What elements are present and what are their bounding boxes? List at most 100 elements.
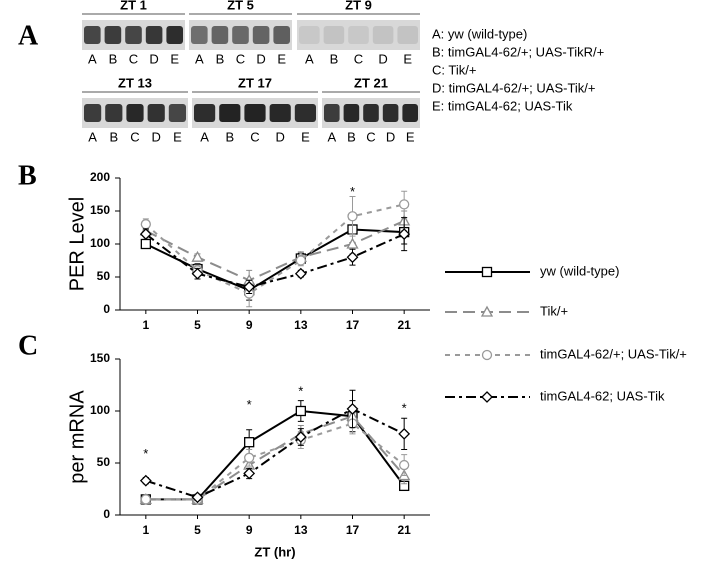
marker: [191, 250, 204, 262]
blot-band: [126, 104, 144, 122]
lane-label: E: [173, 129, 182, 144]
x-tick-label: 21: [397, 318, 411, 332]
lane-label: E: [277, 51, 286, 66]
panel-label: C: [18, 330, 38, 361]
blot-band: [397, 26, 418, 44]
marker: [294, 431, 307, 443]
panel-label: A: [18, 20, 39, 51]
lane-label: C: [129, 51, 138, 66]
lane-label: E: [403, 51, 412, 66]
x-tick-label: 1: [142, 318, 149, 332]
lane-label: E: [170, 51, 179, 66]
zt-label: ZT 5: [227, 0, 254, 12]
blot-band: [84, 26, 101, 44]
marker: [140, 238, 151, 250]
blot-band: [105, 104, 123, 122]
lane-label: B: [225, 129, 234, 144]
lane-label: A: [195, 51, 204, 66]
lane-label: D: [386, 129, 395, 144]
blot-band: [84, 104, 102, 122]
blot-band: [363, 104, 379, 122]
blot-band: [244, 104, 266, 122]
marker: [346, 237, 359, 249]
blot-key: E: timGAL4-62; UAS-Tik: [432, 98, 573, 113]
blot-band: [252, 26, 270, 44]
lane-label: C: [366, 129, 375, 144]
blot-key: C: Tik/+: [432, 62, 476, 77]
marker: [481, 391, 493, 403]
lane-label: E: [301, 129, 310, 144]
significance: *: [247, 397, 252, 412]
marker: [191, 491, 204, 504]
y-tick-label: 150: [90, 203, 110, 217]
blot-band: [348, 26, 369, 44]
blot-band: [211, 26, 229, 44]
marker: [243, 467, 256, 480]
series-line: [145, 203, 405, 295]
marker: [295, 405, 306, 417]
lane-label: D: [256, 51, 265, 66]
y-tick-label: 0: [103, 507, 110, 521]
significance: *: [402, 400, 407, 415]
series-line: [145, 228, 405, 292]
y-tick-label: 50: [97, 269, 111, 283]
blot-band: [104, 26, 122, 44]
blot-band: [145, 26, 163, 44]
zt-label: ZT 17: [238, 75, 272, 90]
y-tick-label: 100: [90, 236, 110, 250]
blot-key: A: yw (wild-type): [432, 26, 527, 41]
x-tick-label: 9: [246, 318, 253, 332]
blot-band: [323, 26, 345, 44]
series-line: [145, 422, 405, 501]
lane-label: D: [276, 129, 285, 144]
series-line: [145, 407, 405, 499]
blot-band: [294, 104, 316, 122]
blot-band: [232, 26, 249, 44]
blot-band: [191, 26, 208, 44]
blot-band: [269, 104, 291, 122]
y-tick-label: 0: [103, 302, 110, 316]
blot-band: [299, 26, 320, 44]
lane-label: E: [406, 129, 415, 144]
lane-label: C: [236, 51, 245, 66]
lane-label: D: [152, 129, 161, 144]
blot-band: [402, 104, 418, 122]
marker: [398, 228, 411, 241]
zt-label: ZT 1: [120, 0, 147, 12]
y-tick-label: 100: [90, 403, 110, 417]
marker: [399, 459, 410, 471]
marker: [346, 251, 359, 264]
blot-band: [324, 104, 340, 122]
marker: [295, 255, 306, 266]
series-line: [145, 233, 405, 288]
x-tick-label: 5: [194, 318, 201, 332]
marker: [481, 349, 493, 361]
x-tick-label: 21: [397, 523, 411, 537]
marker: [244, 452, 255, 463]
lane-label: B: [330, 51, 339, 66]
marker: [140, 219, 151, 230]
blot-key: B: timGAL4-62/+; UAS-TikR/+: [432, 44, 604, 59]
blot-band: [168, 104, 186, 122]
legend-label: yw (wild-type): [540, 263, 619, 278]
x-tick-label: 9: [246, 523, 253, 537]
x-axis-title: ZT (hr): [254, 544, 295, 559]
marker: [243, 280, 256, 293]
y-tick-label: 50: [97, 455, 111, 469]
significance: *: [143, 446, 148, 461]
lane-label: B: [109, 51, 118, 66]
marker: [140, 494, 151, 505]
lane-label: A: [200, 129, 209, 144]
marker: [347, 211, 358, 222]
marker: [139, 228, 152, 241]
x-tick-label: 5: [194, 523, 201, 537]
blot-band: [166, 26, 183, 44]
x-tick-label: 13: [294, 318, 308, 332]
blot-band: [194, 104, 216, 122]
y-tick-label: 150: [90, 351, 110, 365]
panel-label: B: [18, 160, 37, 191]
zt-label: ZT 13: [118, 75, 152, 90]
lane-label: A: [305, 51, 314, 66]
blot-band: [219, 104, 241, 122]
